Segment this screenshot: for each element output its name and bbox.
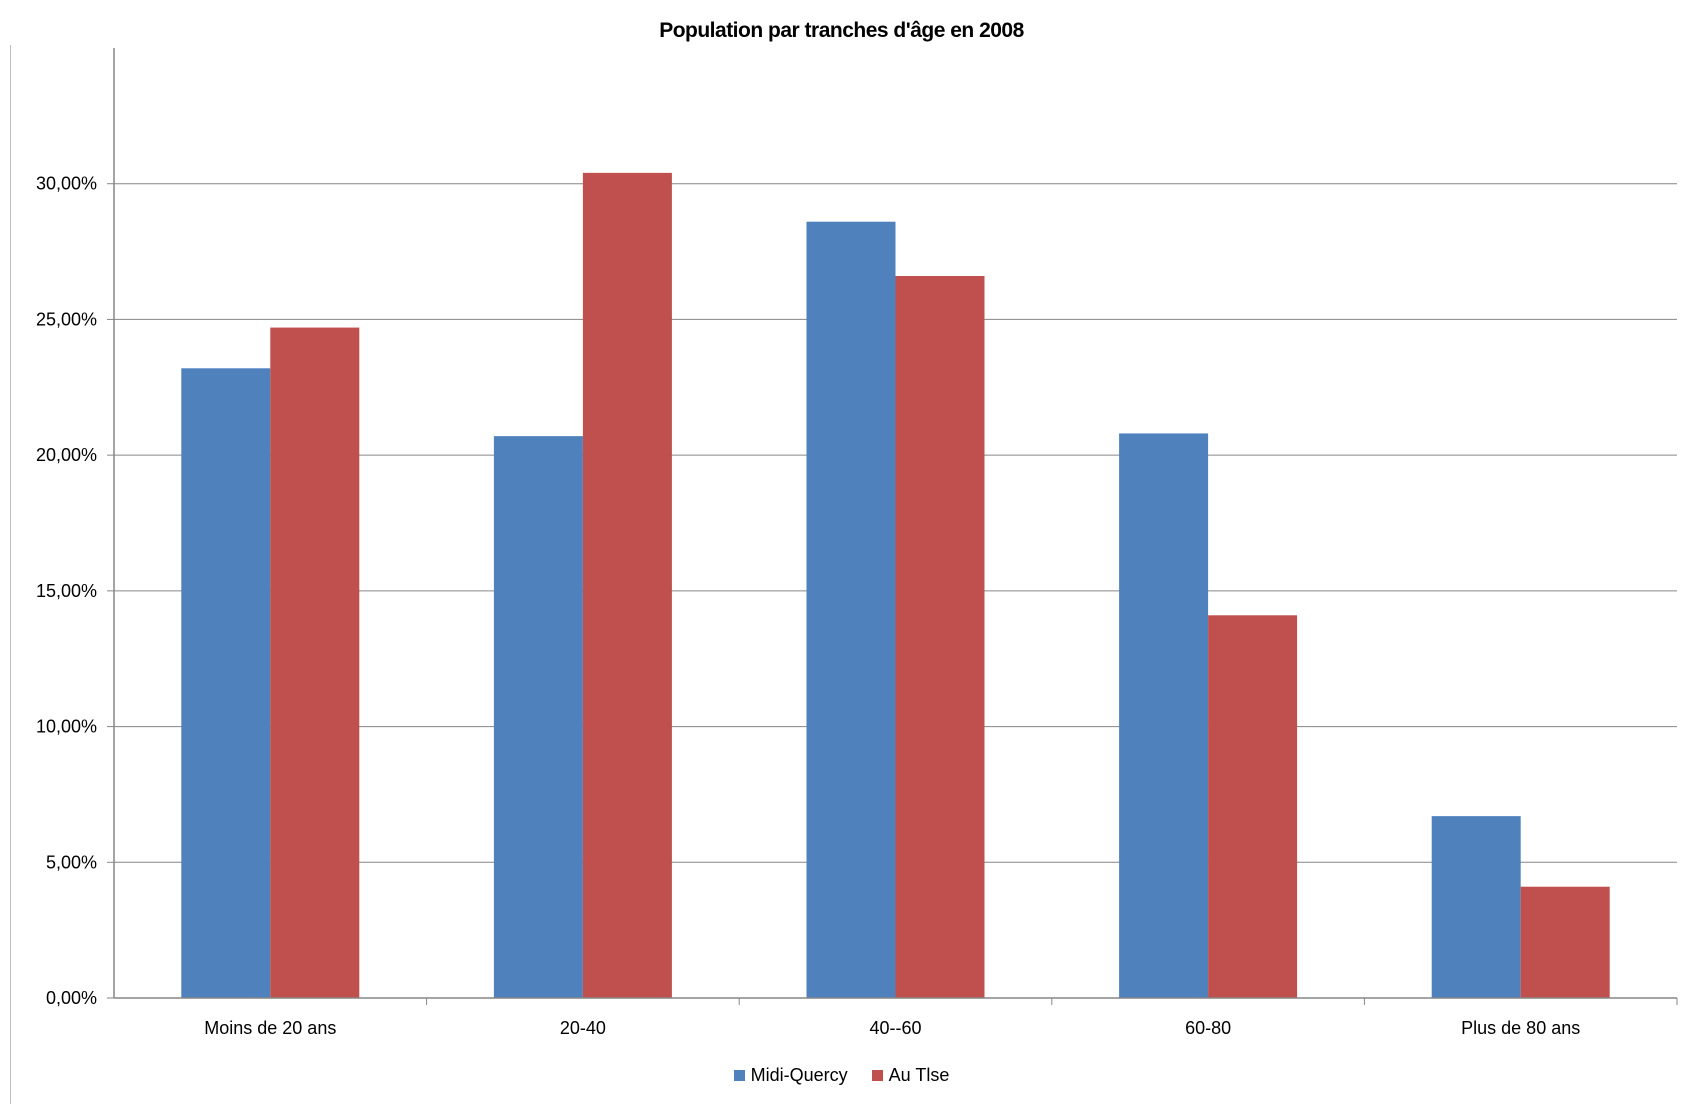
- chart-title: Population par tranches d'âge en 2008: [659, 19, 1024, 42]
- y-tick-label: 20,00%: [36, 445, 97, 465]
- y-tick-label: 10,00%: [36, 717, 97, 737]
- y-tick-label: 5,00%: [46, 852, 97, 872]
- legend-swatch: [871, 1070, 883, 1081]
- legend-label: Au Tlse: [888, 1065, 950, 1085]
- y-tick-label: 25,00%: [36, 309, 97, 329]
- bar: [493, 436, 583, 999]
- tick-labels: 0,00% 5,00% 10,00% 15,00% 20,00% 25,00% 30,00%…: [36, 174, 1580, 1038]
- bar: [1520, 886, 1610, 998]
- legend-swatch: [733, 1070, 745, 1081]
- bar: [895, 276, 985, 998]
- bar: [582, 172, 672, 998]
- bar: [1119, 433, 1209, 998]
- bars: [181, 172, 1610, 999]
- x-tick-label: 60-80: [1185, 1018, 1231, 1038]
- x-tick-label: 40--60: [869, 1018, 921, 1038]
- legend-item: Au Tlse: [871, 1065, 950, 1086]
- bar: [1208, 615, 1298, 998]
- bar: [270, 327, 360, 999]
- y-tick-label: 15,00%: [36, 581, 97, 601]
- axes: [107, 48, 1678, 1005]
- x-tick-label: Moins de 20 ans: [204, 1018, 336, 1038]
- bar: [1431, 816, 1521, 998]
- x-tick-label: 20-40: [560, 1018, 606, 1038]
- legend-label: Midi-Quercy: [750, 1065, 848, 1085]
- x-tick-label: Plus de 80 ans: [1461, 1018, 1580, 1038]
- chart-frame-left-border: [10, 45, 11, 1104]
- legend-item: Midi-Quercy: [733, 1065, 848, 1086]
- bar: [806, 221, 896, 998]
- y-tick-label: 30,00%: [36, 174, 97, 194]
- y-tick-label: 0,00%: [46, 988, 97, 1008]
- bar: [181, 368, 271, 998]
- legend: Midi-Quercy Au Tlse: [0, 1065, 1683, 1086]
